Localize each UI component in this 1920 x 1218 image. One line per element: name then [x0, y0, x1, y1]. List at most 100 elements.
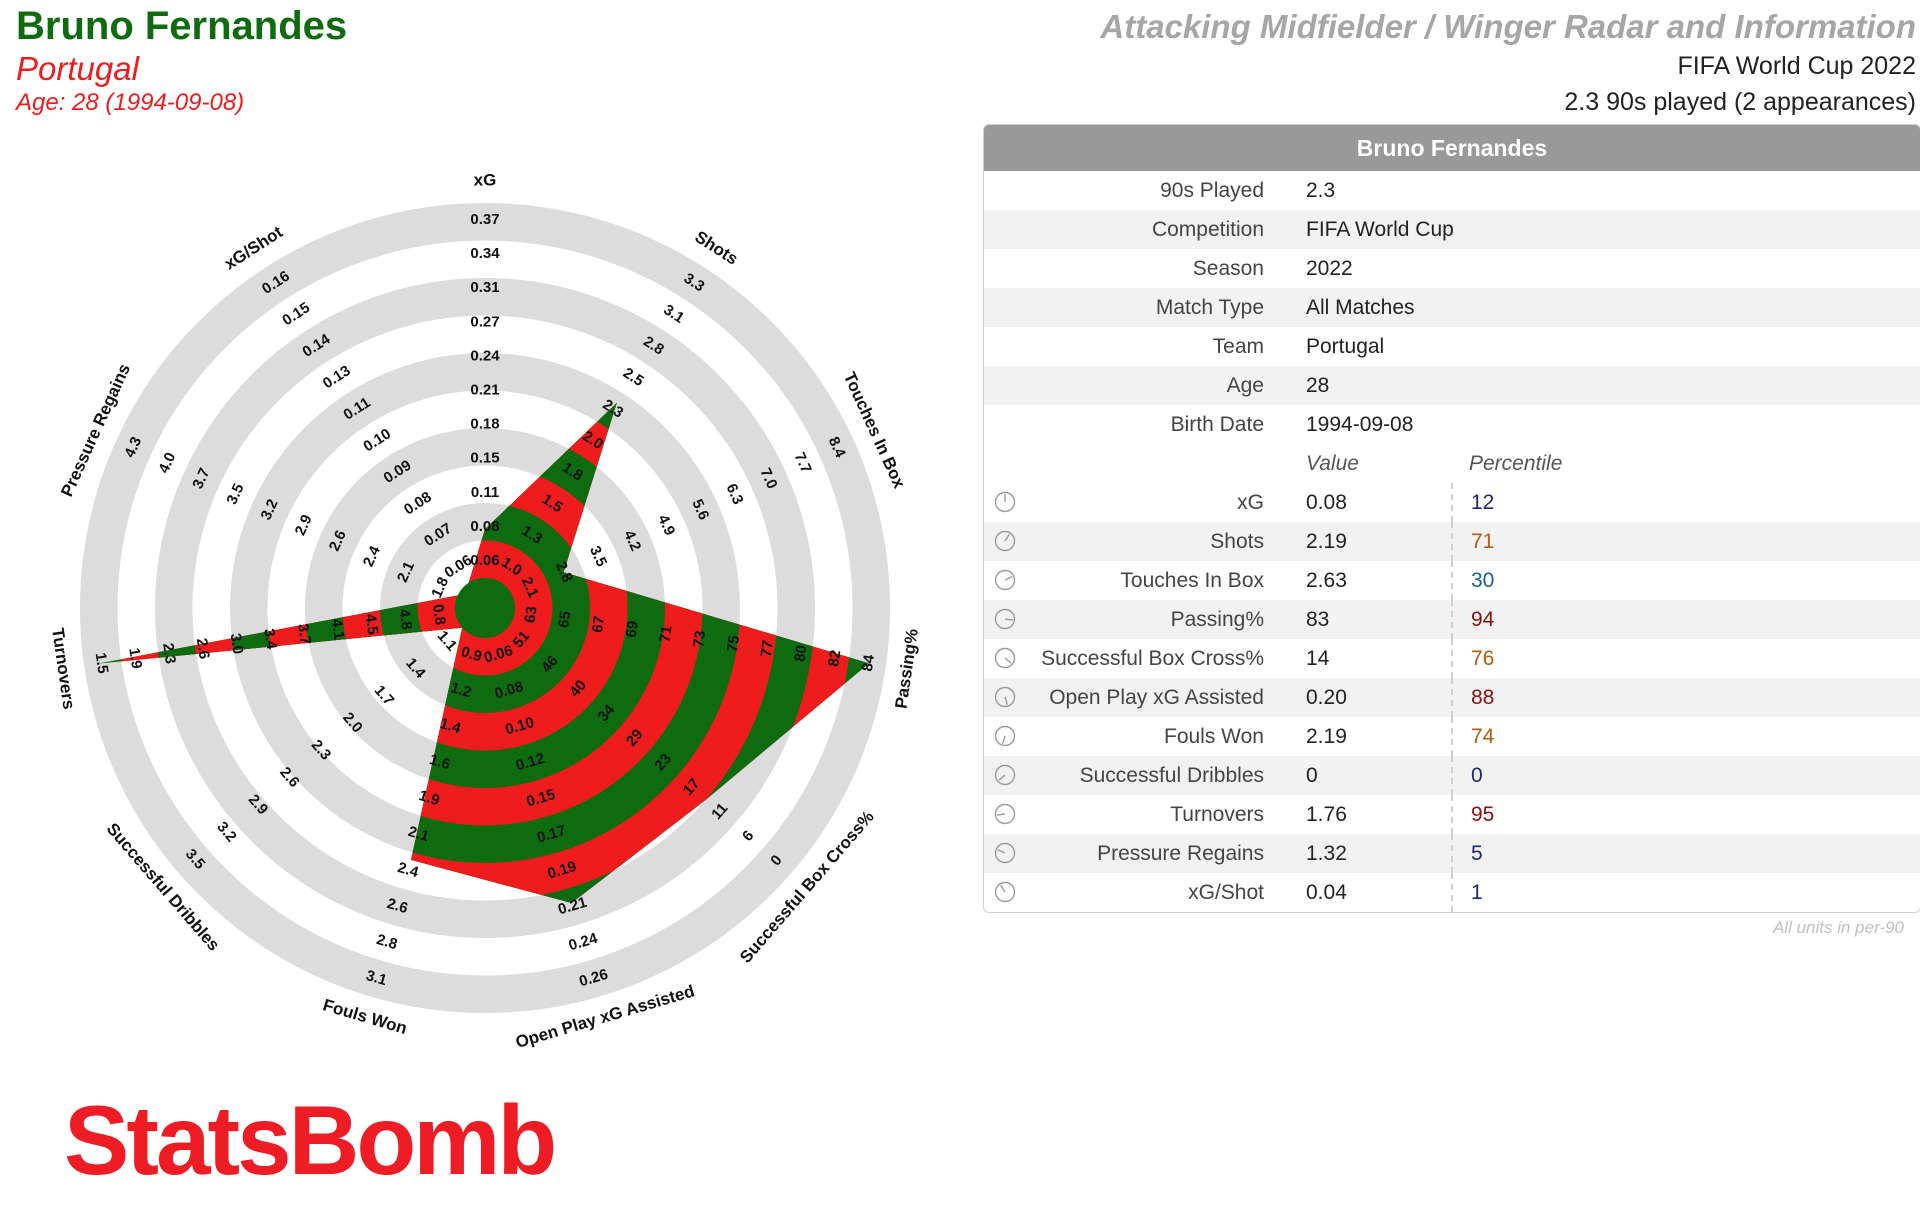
metric-row: Passing% 83 94	[984, 600, 1920, 639]
radar-ring	[80, 203, 890, 1013]
tick-label: 75	[724, 634, 743, 653]
tick-label: 65	[555, 610, 574, 629]
metric-value: 0	[1284, 756, 1453, 795]
info-row: Birth Date 1994-09-08	[984, 405, 1920, 444]
metric-row: Shots 2.19 71	[984, 522, 1920, 561]
tick-label: 3.1	[364, 967, 389, 989]
metric-rows: xG 0.08 12 Shots 2.19 71 Touches In Box 2.63 30 P…	[984, 483, 1920, 912]
tick-label: 0.24	[470, 347, 500, 364]
tick-label: 84	[859, 653, 878, 673]
metric-percentile: 71	[1471, 530, 1495, 553]
metric-percentile: 12	[1471, 491, 1495, 514]
tick-label: 2.8	[374, 931, 399, 953]
tick-label: 3.5	[586, 543, 610, 569]
metric-label: Turnovers	[1170, 803, 1264, 826]
tick-label: 4.0	[155, 450, 179, 476]
competition-line: FIFA World Cup 2022	[1677, 52, 1916, 80]
metric-dial-icon	[984, 678, 1024, 717]
tick-label: 0.8	[429, 603, 449, 626]
metric-percentile: 0	[1471, 764, 1483, 787]
value-column-header: Value	[1306, 452, 1359, 475]
metric-value: 0.04	[1284, 873, 1453, 912]
metric-value: 1.32	[1284, 834, 1453, 873]
info-table: Bruno Fernandes 90s Played 2.3 Competition…	[983, 124, 1920, 913]
metric-percentile: 76	[1471, 647, 1495, 670]
info-rows: 90s Played 2.3 Competition FIFA World Cup Se…	[984, 171, 1920, 444]
tick-label: 1.5	[92, 652, 112, 675]
tick-label: 2.4	[360, 543, 384, 570]
tick-label: 80	[791, 644, 810, 663]
metric-value: 14	[1284, 639, 1453, 678]
metric-dial-icon	[984, 561, 1024, 600]
metric-label: Successful Dribbles	[1079, 764, 1264, 787]
info-label: Birth Date	[1170, 413, 1264, 436]
tick-label: 0.10	[360, 425, 394, 455]
tick-label: 69	[623, 620, 642, 639]
tick-label: 1.9	[417, 787, 442, 809]
tick-label: 0.21	[470, 381, 499, 398]
metric-percentile: 88	[1471, 686, 1495, 709]
tick-label: 7.7	[791, 450, 815, 476]
tick-label: 3.7	[294, 622, 314, 645]
tick-label: 2.6	[385, 895, 410, 917]
metric-dial-icon	[984, 873, 1024, 912]
metric-label: xG/Shot	[1188, 881, 1264, 904]
info-label: Team	[1212, 335, 1264, 358]
info-row: Age 28	[984, 366, 1920, 405]
tick-label: 0.24	[567, 930, 600, 955]
metric-value: 0.08	[1284, 483, 1453, 522]
tick-label: 2.6	[193, 637, 213, 660]
column-header-row: Value Percentile	[984, 444, 1920, 483]
metric-row: Fouls Won 2.19 74	[984, 717, 1920, 756]
metric-dial-icon	[984, 717, 1024, 756]
player-name: Bruno Fernandes	[16, 4, 348, 48]
tick-label: 0.15	[470, 450, 499, 467]
info-value: 2022	[1306, 257, 1353, 280]
template-header: Attacking Midfielder / Winger Radar and …	[1100, 6, 1916, 120]
tick-label: 4.1	[328, 618, 348, 641]
tick-label: 1.9	[125, 647, 145, 670]
tick-label: 2.5	[620, 364, 647, 390]
metric-percentile: 74	[1471, 725, 1495, 748]
units-note: All units in per-90	[1772, 918, 1904, 937]
radar-ring	[155, 278, 815, 938]
tick-label: 6	[739, 827, 757, 844]
metric-axis-label: Shots	[691, 227, 741, 269]
player-header: Bruno Fernandes Portugal Age: 28 (1994-0…	[16, 2, 347, 118]
metric-dial-icon	[984, 834, 1024, 873]
tick-label: 73	[690, 629, 709, 648]
metric-value: 2.19	[1284, 522, 1453, 561]
metric-percentile: 95	[1471, 803, 1495, 826]
tick-label: 0.18	[470, 416, 499, 433]
info-value: 28	[1306, 374, 1330, 397]
tick-label: 0.11	[471, 484, 499, 501]
info-row: Competition FIFA World Cup	[984, 210, 1920, 249]
info-label: Match Type	[1155, 296, 1264, 319]
info-label: Season	[1192, 257, 1264, 280]
metric-value: 2.63	[1284, 561, 1453, 600]
metric-row: Turnovers 1.76 95	[984, 795, 1920, 834]
info-row: Team Portugal	[984, 327, 1920, 366]
info-row: Season 2022	[984, 249, 1920, 288]
tick-label: 0.34	[470, 245, 500, 262]
info-label: 90s Played	[1160, 179, 1264, 202]
info-row: Match Type All Matches	[984, 288, 1920, 327]
metric-row: Successful Dribbles 0 0	[984, 756, 1920, 795]
metric-percentile: 1	[1471, 881, 1483, 904]
metric-label: Passing%	[1170, 608, 1264, 631]
info-value: 1994-09-08	[1306, 413, 1414, 436]
metric-row: Touches In Box 2.63 30	[984, 561, 1920, 600]
metric-percentile: 5	[1471, 842, 1483, 865]
tick-label: 77	[758, 639, 777, 658]
tick-label: 63	[521, 605, 540, 624]
template-title: Attacking Midfielder / Winger Radar and …	[1100, 8, 1916, 45]
tick-label: 4.5	[362, 613, 382, 636]
tick-label: 0.13	[320, 362, 354, 392]
metric-label: Successful Box Cross%	[1041, 647, 1264, 670]
player-age: Age: 28 (1994-09-08)	[16, 89, 245, 116]
metric-value: 0.20	[1284, 678, 1453, 717]
metric-value: 1.76	[1284, 795, 1453, 834]
radar-center	[455, 578, 515, 638]
metric-row: xG 0.08 12	[984, 483, 1920, 522]
metric-dial-icon	[984, 522, 1024, 561]
